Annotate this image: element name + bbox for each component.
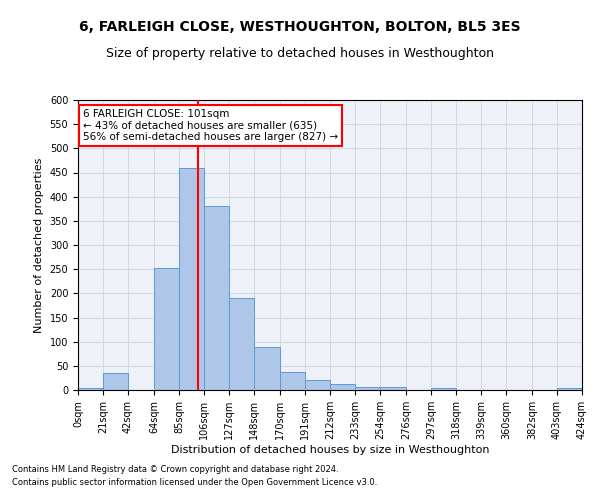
Text: Contains HM Land Registry data © Crown copyright and database right 2024.: Contains HM Land Registry data © Crown c… <box>12 466 338 474</box>
X-axis label: Distribution of detached houses by size in Westhoughton: Distribution of detached houses by size … <box>171 444 489 454</box>
Bar <box>254 346 280 390</box>
Bar <box>280 372 305 390</box>
Bar <box>355 386 380 390</box>
Y-axis label: Number of detached properties: Number of detached properties <box>34 158 44 332</box>
Bar <box>557 388 582 390</box>
Text: 6, FARLEIGH CLOSE, WESTHOUGHTON, BOLTON, BL5 3ES: 6, FARLEIGH CLOSE, WESTHOUGHTON, BOLTON,… <box>79 20 521 34</box>
Bar <box>305 380 330 390</box>
Bar <box>78 388 103 390</box>
Bar <box>154 268 179 390</box>
Text: 6 FARLEIGH CLOSE: 101sqm
← 43% of detached houses are smaller (635)
56% of semi-: 6 FARLEIGH CLOSE: 101sqm ← 43% of detach… <box>83 108 338 142</box>
Bar <box>103 373 128 390</box>
Bar <box>431 388 456 390</box>
Text: Contains public sector information licensed under the Open Government Licence v3: Contains public sector information licen… <box>12 478 377 487</box>
Text: Size of property relative to detached houses in Westhoughton: Size of property relative to detached ho… <box>106 48 494 60</box>
Bar <box>380 387 406 390</box>
Bar <box>179 168 204 390</box>
Bar <box>330 384 355 390</box>
Bar <box>204 206 229 390</box>
Bar <box>229 298 254 390</box>
